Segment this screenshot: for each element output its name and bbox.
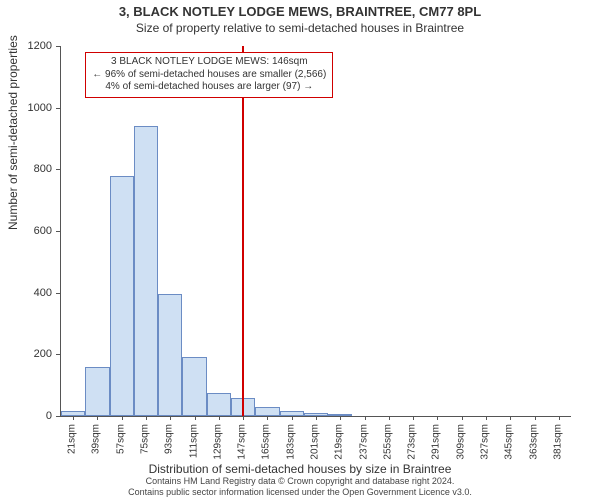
x-tick-label: 381sqm xyxy=(552,424,563,460)
x-tick-label: 291sqm xyxy=(431,424,442,460)
x-tick-label: 201sqm xyxy=(310,424,321,460)
x-tick xyxy=(267,416,268,420)
annotation-line-3: 4% of semi-detached houses are larger (9… xyxy=(92,81,326,94)
x-tick xyxy=(316,416,317,420)
y-tick-label: 600 xyxy=(12,225,52,237)
x-tick xyxy=(510,416,511,420)
x-tick-label: 183sqm xyxy=(285,424,296,460)
annotation-box: 3 BLACK NOTLEY LODGE MEWS: 146sqm← 96% o… xyxy=(85,52,333,98)
y-tick-label: 0 xyxy=(12,410,52,422)
annotation-line-1: 3 BLACK NOTLEY LODGE MEWS: 146sqm xyxy=(92,56,326,69)
x-tick xyxy=(122,416,123,420)
histogram-bar xyxy=(110,176,134,417)
chart-subtitle: Size of property relative to semi-detach… xyxy=(0,21,600,35)
x-tick xyxy=(97,416,98,420)
x-tick-label: 363sqm xyxy=(528,424,539,460)
x-tick-label: 39sqm xyxy=(91,424,102,454)
histogram-bar xyxy=(207,393,231,416)
y-axis-label: Number of semi-detached properties xyxy=(6,35,20,230)
y-tick-label: 800 xyxy=(12,163,52,175)
x-tick xyxy=(73,416,74,420)
x-tick xyxy=(462,416,463,420)
x-tick-label: 129sqm xyxy=(212,424,223,460)
x-tick-label: 57sqm xyxy=(115,424,126,454)
y-tick xyxy=(56,46,60,47)
y-tick xyxy=(56,231,60,232)
x-tick xyxy=(243,416,244,420)
x-tick-label: 309sqm xyxy=(455,424,466,460)
x-tick-label: 21sqm xyxy=(67,424,78,454)
x-tick xyxy=(195,416,196,420)
y-tick xyxy=(56,169,60,170)
histogram-bar xyxy=(61,411,85,416)
histogram-bar xyxy=(255,407,279,416)
attribution-footer: Contains HM Land Registry data © Crown c… xyxy=(0,476,600,498)
y-tick-label: 200 xyxy=(12,348,52,360)
x-tick xyxy=(389,416,390,420)
histogram-bar xyxy=(328,414,352,416)
x-tick-label: 147sqm xyxy=(237,424,248,460)
x-tick xyxy=(413,416,414,420)
x-tick xyxy=(292,416,293,420)
histogram-bar xyxy=(85,367,109,416)
x-axis-label: Distribution of semi-detached houses by … xyxy=(0,462,600,476)
footer-line-1: Contains HM Land Registry data © Crown c… xyxy=(0,476,600,487)
x-tick-label: 237sqm xyxy=(358,424,369,460)
y-tick xyxy=(56,108,60,109)
x-tick xyxy=(170,416,171,420)
x-tick-label: 255sqm xyxy=(382,424,393,460)
histogram-bar xyxy=(280,411,304,416)
y-tick xyxy=(56,354,60,355)
x-tick xyxy=(437,416,438,420)
title-block: 3, BLACK NOTLEY LODGE MEWS, BRAINTREE, C… xyxy=(0,0,600,35)
x-tick-label: 273sqm xyxy=(407,424,418,460)
x-tick-label: 93sqm xyxy=(164,424,175,454)
y-tick-label: 1000 xyxy=(12,102,52,114)
x-tick xyxy=(535,416,536,420)
x-tick xyxy=(486,416,487,420)
histogram-bar xyxy=(158,294,182,416)
histogram-bar xyxy=(182,357,206,416)
x-tick-label: 327sqm xyxy=(480,424,491,460)
x-tick-label: 165sqm xyxy=(261,424,272,460)
histogram-bar xyxy=(134,126,158,416)
annotation-line-2: ← 96% of semi-detached houses are smalle… xyxy=(92,69,326,82)
x-tick xyxy=(365,416,366,420)
x-tick-label: 75sqm xyxy=(140,424,151,454)
x-tick-label: 345sqm xyxy=(504,424,515,460)
plot-area: 3 BLACK NOTLEY LODGE MEWS: 146sqm← 96% o… xyxy=(60,46,571,417)
x-tick xyxy=(559,416,560,420)
x-tick-label: 111sqm xyxy=(188,424,199,458)
x-tick-label: 219sqm xyxy=(334,424,345,460)
chart-title: 3, BLACK NOTLEY LODGE MEWS, BRAINTREE, C… xyxy=(0,4,600,19)
x-tick xyxy=(146,416,147,420)
property-marker-line xyxy=(242,46,244,416)
histogram-bar xyxy=(304,413,328,416)
y-tick-label: 400 xyxy=(12,287,52,299)
y-tick xyxy=(56,293,60,294)
footer-line-2: Contains public sector information licen… xyxy=(0,487,600,498)
x-tick xyxy=(219,416,220,420)
y-tick-label: 1200 xyxy=(12,40,52,52)
y-tick xyxy=(56,416,60,417)
x-tick xyxy=(340,416,341,420)
